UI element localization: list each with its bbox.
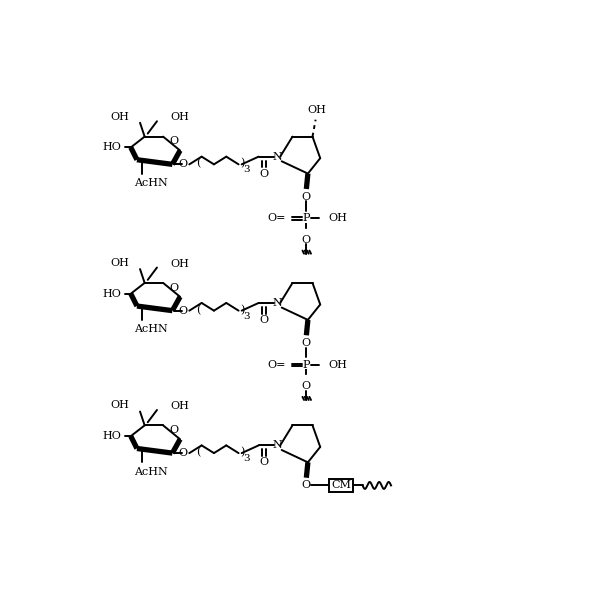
Text: O: O: [170, 282, 178, 293]
Text: O=: O=: [268, 359, 286, 370]
Text: OH: OH: [111, 112, 129, 122]
Text: O: O: [170, 425, 178, 435]
Text: CM: CM: [331, 481, 351, 490]
Text: N: N: [272, 152, 282, 162]
Text: OH: OH: [328, 359, 347, 370]
Text: O: O: [302, 191, 311, 202]
Text: (: (: [196, 305, 201, 315]
FancyBboxPatch shape: [329, 479, 353, 492]
Text: OH: OH: [111, 401, 129, 410]
Text: OH: OH: [308, 105, 327, 116]
Text: OH: OH: [171, 112, 190, 122]
Text: AcHN: AcHN: [134, 467, 168, 476]
Text: AcHN: AcHN: [134, 324, 168, 334]
Text: OH: OH: [328, 213, 347, 223]
Text: O: O: [259, 168, 268, 179]
Text: (: (: [196, 158, 201, 168]
Text: O: O: [178, 159, 188, 169]
Text: 3: 3: [243, 165, 249, 175]
Text: O: O: [259, 315, 268, 325]
Text: N: N: [272, 441, 282, 450]
Text: O: O: [302, 481, 311, 490]
Text: N: N: [272, 298, 282, 308]
Text: O: O: [302, 235, 311, 245]
Text: ): ): [240, 158, 245, 168]
Text: OH: OH: [111, 258, 129, 268]
Text: HO: HO: [103, 288, 122, 299]
Text: O: O: [259, 458, 268, 467]
Text: AcHN: AcHN: [134, 178, 168, 188]
Text: O: O: [178, 305, 188, 316]
Text: ): ): [240, 305, 245, 315]
Text: O: O: [302, 381, 311, 391]
Text: HO: HO: [103, 142, 122, 153]
Text: (: (: [196, 447, 201, 458]
Text: O: O: [302, 338, 311, 348]
Text: P: P: [303, 213, 310, 223]
Text: 3: 3: [243, 454, 249, 463]
Text: ): ): [240, 447, 245, 458]
Text: OH: OH: [171, 401, 190, 411]
Text: 3: 3: [243, 311, 249, 321]
Text: O=: O=: [268, 213, 286, 223]
Text: O: O: [170, 136, 178, 146]
Text: OH: OH: [171, 259, 190, 268]
Text: O: O: [178, 448, 188, 458]
Text: HO: HO: [103, 431, 122, 441]
Text: P: P: [303, 359, 310, 370]
